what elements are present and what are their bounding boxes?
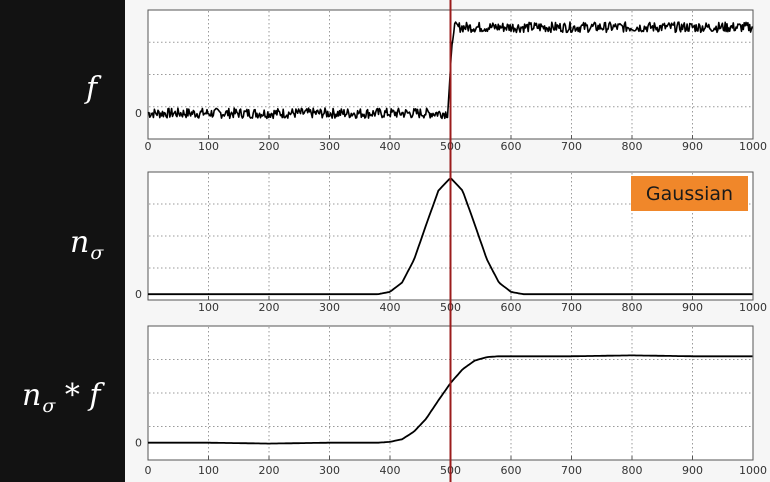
x-tick-label: 800 [622, 301, 643, 314]
x-tick-label: 600 [501, 464, 522, 477]
x-tick-label: 0 [145, 464, 152, 477]
x-tick-label: 200 [259, 464, 280, 477]
x-tick-label: 1000 [739, 140, 767, 153]
x-tick-label: 800 [622, 140, 643, 153]
x-tick-label: 100 [198, 464, 219, 477]
badge-background [631, 176, 748, 211]
x-tick-label: 700 [561, 464, 582, 477]
x-tick-label: 100 [198, 140, 219, 153]
x-tick-label: 600 [501, 140, 522, 153]
x-tick-label: 200 [259, 140, 280, 153]
x-tick-label: 300 [319, 140, 340, 153]
x-tick-label: 0 [145, 140, 152, 153]
x-tick-label: 300 [319, 464, 340, 477]
x-tick-label: 400 [380, 301, 401, 314]
label-f: f [86, 71, 98, 106]
plots-svg: 0100200300400500600700800900100001002003… [135, 0, 767, 482]
y-tick-label: 0 [135, 288, 142, 301]
x-tick-label: 700 [561, 301, 582, 314]
x-tick-label: 1000 [739, 464, 767, 477]
x-tick-label: 300 [319, 301, 340, 314]
gaussian-badge: Gaussian [631, 176, 748, 211]
label-n-sigma: nσ [70, 225, 104, 264]
x-tick-label: 400 [380, 464, 401, 477]
x-tick-label: 800 [622, 464, 643, 477]
x-tick-label: 600 [501, 301, 522, 314]
x-tick-label: 1000 [739, 301, 767, 314]
x-tick-label: 400 [380, 140, 401, 153]
x-tick-label: 100 [198, 301, 219, 314]
x-tick-label: 200 [259, 301, 280, 314]
left-label-panel: f nσ nσ * f [0, 0, 125, 482]
badge-label: Gaussian [646, 183, 733, 205]
x-tick-label: 900 [682, 464, 703, 477]
x-tick-label: 900 [682, 301, 703, 314]
label-n-sigma-conv-f: nσ * f [22, 378, 101, 417]
x-tick-label: 700 [561, 140, 582, 153]
y-tick-label: 0 [135, 437, 142, 450]
y-tick-label: 0 [135, 107, 142, 120]
x-tick-label: 900 [682, 140, 703, 153]
plots-area: 0100200300400500600700800900100001002003… [125, 0, 770, 482]
